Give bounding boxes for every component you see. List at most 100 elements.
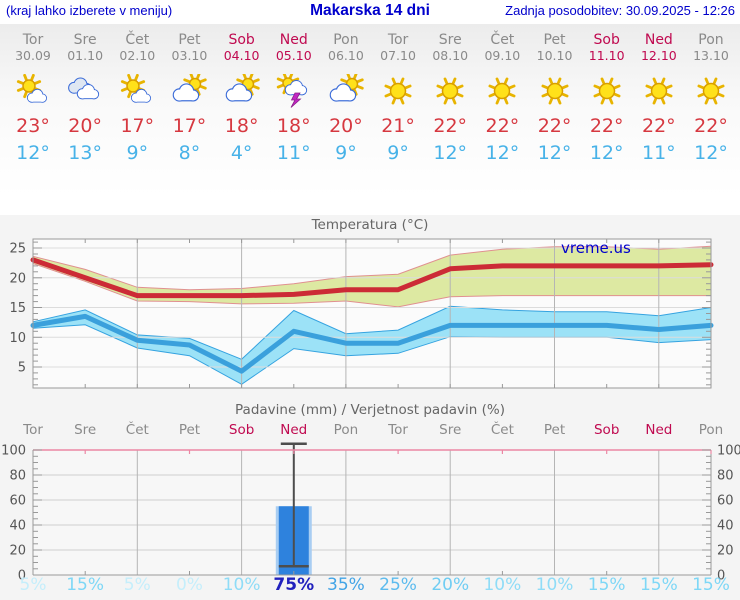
max-temperature-line: [30, 257, 714, 299]
svg-text:60: 60: [9, 494, 26, 509]
last-update-label: Zadnja posodobitev: 30.09.2025 - 12:26: [505, 3, 735, 18]
precip-probability-label: 5%: [19, 575, 47, 595]
svg-text:20: 20: [9, 271, 26, 286]
day-date-label: 13.10: [693, 48, 729, 63]
sun-small-cloud-icon: [16, 73, 48, 103]
precip-probability-label: 35%: [327, 575, 365, 595]
weather-icon: [327, 72, 365, 108]
max-temp-label: 17°: [120, 115, 155, 137]
svg-text:100: 100: [717, 444, 740, 459]
precip-day-label: Pon: [698, 422, 724, 438]
svg-text:100: 100: [1, 444, 26, 459]
weather-icon: [223, 72, 261, 108]
min-temp-label: 13°: [68, 142, 102, 164]
weather-icon: [379, 74, 417, 108]
day-name-label: Ned: [279, 32, 308, 48]
max-temp-label: 22°: [433, 115, 468, 137]
forecast-day-column: Ned 05.10 18° 11°: [266, 24, 322, 164]
watermark-link: vreme.us: [561, 239, 631, 257]
svg-text:25: 25: [9, 242, 26, 257]
precipitation-chart-title: Padavine (mm) / Verjetnost padavin (%): [235, 402, 505, 418]
max-temp-label: 22°: [485, 115, 520, 137]
precip-probability-label: 75%: [273, 575, 315, 595]
min-temp-label: 12°: [433, 142, 468, 164]
day-name-label: Tor: [387, 32, 409, 48]
precipitation-chart-section: Padavine (mm) / Verjetnost padavin (%) 0…: [0, 400, 740, 600]
svg-text:80: 80: [9, 469, 26, 484]
day-name-label: Pet: [543, 32, 566, 48]
thunder-icon: [276, 71, 307, 108]
svg-text:20: 20: [9, 544, 26, 559]
sun-small-cloud-icon: [121, 73, 152, 103]
precip-probability-label: 15%: [639, 575, 678, 595]
weather-icon: [431, 74, 469, 108]
min-temp-label: 9°: [126, 142, 149, 164]
day-date-label: 10.10: [536, 48, 573, 63]
day-name-label: Čet: [490, 32, 515, 48]
cloud-sun-icon: [329, 72, 364, 102]
sun-icon: [593, 77, 621, 105]
day-name-label: Sob: [593, 32, 620, 48]
day-date-label: 07.10: [380, 48, 416, 63]
svg-text:0: 0: [717, 569, 725, 584]
precip-probability-label: 10%: [483, 575, 522, 595]
forecast-day-column: Čet 02.10 17° 9°: [109, 24, 165, 164]
precipitation-plot: 0 0 20 20 40 40 60 60 80 80 100 100: [1, 442, 740, 584]
precip-day-label: Tor: [23, 422, 43, 438]
page-header: (kraj lahko izberete v meniju) Makarska …: [0, 0, 740, 24]
precip-day-label: Čet: [490, 422, 514, 438]
svg-text:0: 0: [18, 569, 26, 584]
min-temp-label: 11°: [276, 142, 311, 164]
precip-probability-label: 0%: [175, 575, 203, 595]
day-date-label: 08.10: [432, 48, 469, 63]
svg-text:60: 60: [717, 494, 734, 509]
precip-day-label: Pet: [543, 422, 566, 438]
day-name-label: Čet: [125, 32, 150, 48]
sun-icon: [645, 77, 673, 105]
day-name-label: Tor: [22, 32, 44, 48]
max-temp-label: 22°: [642, 115, 676, 137]
day-date-label: 30.09: [15, 48, 51, 63]
forecast-day-column: Sob 11.10 22° 12°: [579, 24, 635, 164]
precip-probability-label: 20%: [431, 575, 470, 595]
forecast-day-column: Pet 10.10 22° 12°: [527, 24, 583, 164]
temperature-chart-section: Temperatura (°C) 5 10 15 20 25 vreme.us: [0, 215, 740, 400]
max-temp-label: 22°: [537, 115, 572, 137]
forecast-day-column: Pet 03.10 17° 8°: [161, 24, 217, 164]
forecast-day-column: Sre 08.10 22° 12°: [422, 24, 478, 164]
max-temp-label: 20°: [329, 115, 363, 137]
day-date-label: 04.10: [223, 48, 260, 63]
svg-text:40: 40: [717, 519, 734, 534]
temperature-chart-title: Temperatura (°C): [311, 217, 429, 233]
weather-icon: [275, 71, 313, 108]
precip-probability-label: 10%: [222, 575, 261, 595]
precip-day-label: Sob: [228, 422, 255, 438]
precip-day-label: Sob: [593, 422, 620, 438]
day-name-label: Pon: [698, 32, 724, 48]
weather-icon: [170, 72, 208, 108]
min-temp-label: 8°: [178, 142, 201, 164]
min-temp-label: 4°: [230, 142, 253, 164]
day-name-label: Pon: [333, 32, 359, 48]
temperature-plot: 5 10 15 20 25: [9, 238, 714, 389]
precip-day-label: Tor: [388, 422, 408, 438]
day-date-label: 11.10: [588, 48, 625, 63]
day-name-label: Sob: [228, 32, 255, 48]
day-date-label: 05.10: [275, 48, 312, 63]
precip-probability-label: 15%: [692, 575, 730, 595]
day-name-label: Pet: [178, 32, 201, 48]
day-date-label: 12.10: [640, 48, 677, 63]
precip-probability-label: 5%: [123, 575, 151, 595]
forecast-day-column: Tor 30.09 23° 12°: [5, 24, 61, 164]
day-date-label: 06.10: [328, 48, 364, 63]
precip-probability-label: 10%: [535, 575, 574, 595]
max-temp-label: 21°: [381, 115, 415, 137]
day-name-label: Sre: [438, 32, 462, 48]
forecast-day-column: Ned 12.10 22° 11°: [631, 24, 687, 164]
svg-text:10: 10: [9, 331, 26, 346]
precip-day-label: Ned: [280, 422, 308, 438]
svg-text:20: 20: [717, 544, 734, 559]
precip-probability-label: 15%: [587, 575, 626, 595]
precip-day-label: Pon: [333, 422, 359, 438]
